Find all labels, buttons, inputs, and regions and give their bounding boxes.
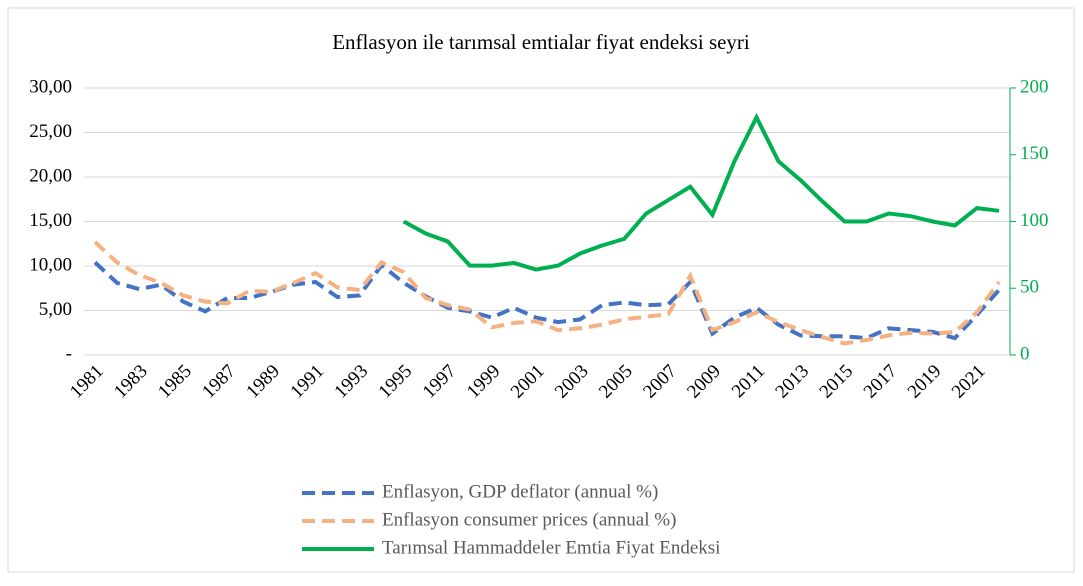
y2-tick-label: 0 bbox=[1020, 343, 1030, 364]
y-tick-label: 20,00 bbox=[29, 165, 72, 186]
y2-tick-label: 50 bbox=[1020, 277, 1039, 298]
y-tick-label: 15,00 bbox=[29, 210, 72, 231]
y-tick-label: 25,00 bbox=[29, 121, 72, 142]
y2-tick-label: 100 bbox=[1020, 210, 1049, 231]
y2-tick-label: 150 bbox=[1020, 143, 1049, 164]
legend-label: Enflasyon consumer prices (annual %) bbox=[382, 509, 676, 530]
y-tick-label: 30,00 bbox=[29, 76, 72, 97]
legend-label: Tarımsal Hammaddeler Emtia Fiyat Endeksi bbox=[382, 537, 720, 558]
series-line bbox=[93, 240, 1001, 346]
series-line bbox=[93, 260, 1001, 341]
series-line bbox=[402, 112, 1000, 272]
legend-label: Enflasyon, GDP deflator (annual %) bbox=[382, 481, 658, 502]
chart-border bbox=[7, 7, 1075, 573]
y-tick-label: - bbox=[66, 343, 72, 364]
chart-title: Enflasyon ile tarımsal emtialar fiyat en… bbox=[332, 30, 750, 54]
y-tick-label: 5,00 bbox=[39, 299, 72, 320]
y-tick-label: 10,00 bbox=[29, 254, 72, 275]
y2-tick-label: 200 bbox=[1020, 76, 1049, 97]
